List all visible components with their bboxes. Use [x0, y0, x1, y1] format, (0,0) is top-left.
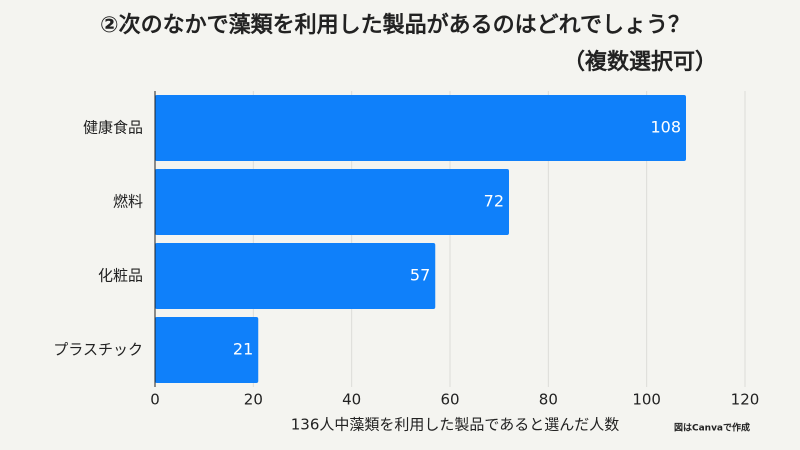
y-tick-label: プラスチック — [53, 341, 143, 359]
x-tick-label: 120 — [731, 391, 760, 409]
y-tick-label: 健康食品 — [83, 119, 143, 137]
value-label: 57 — [410, 266, 430, 285]
x-tick-label: 0 — [150, 391, 160, 409]
x-tick-label: 20 — [244, 391, 263, 409]
bar — [155, 95, 686, 161]
bar — [155, 317, 259, 383]
x-axis-label: 136人中藻類を利用した製品であると選んだ人数 — [291, 416, 619, 434]
chart-title: ②次のなかで藻類を利用した製品があるのはどれでしょう？ — [100, 12, 690, 38]
value-label: 72 — [484, 192, 504, 211]
x-tick-label: 60 — [440, 391, 459, 409]
bar — [155, 243, 436, 309]
annotation: 図はCanvaで作成 — [674, 422, 750, 434]
bar — [155, 169, 509, 235]
value-label: 21 — [233, 340, 253, 359]
y-tick-label: 化粧品 — [98, 267, 143, 285]
value-label: 108 — [650, 118, 681, 137]
chart-subtitle: （複数選択可） — [563, 49, 717, 75]
x-tick-label: 80 — [539, 391, 558, 409]
y-tick-label: 燃料 — [113, 193, 143, 211]
x-tick-label: 40 — [342, 391, 361, 409]
x-tick-label: 100 — [632, 391, 661, 409]
